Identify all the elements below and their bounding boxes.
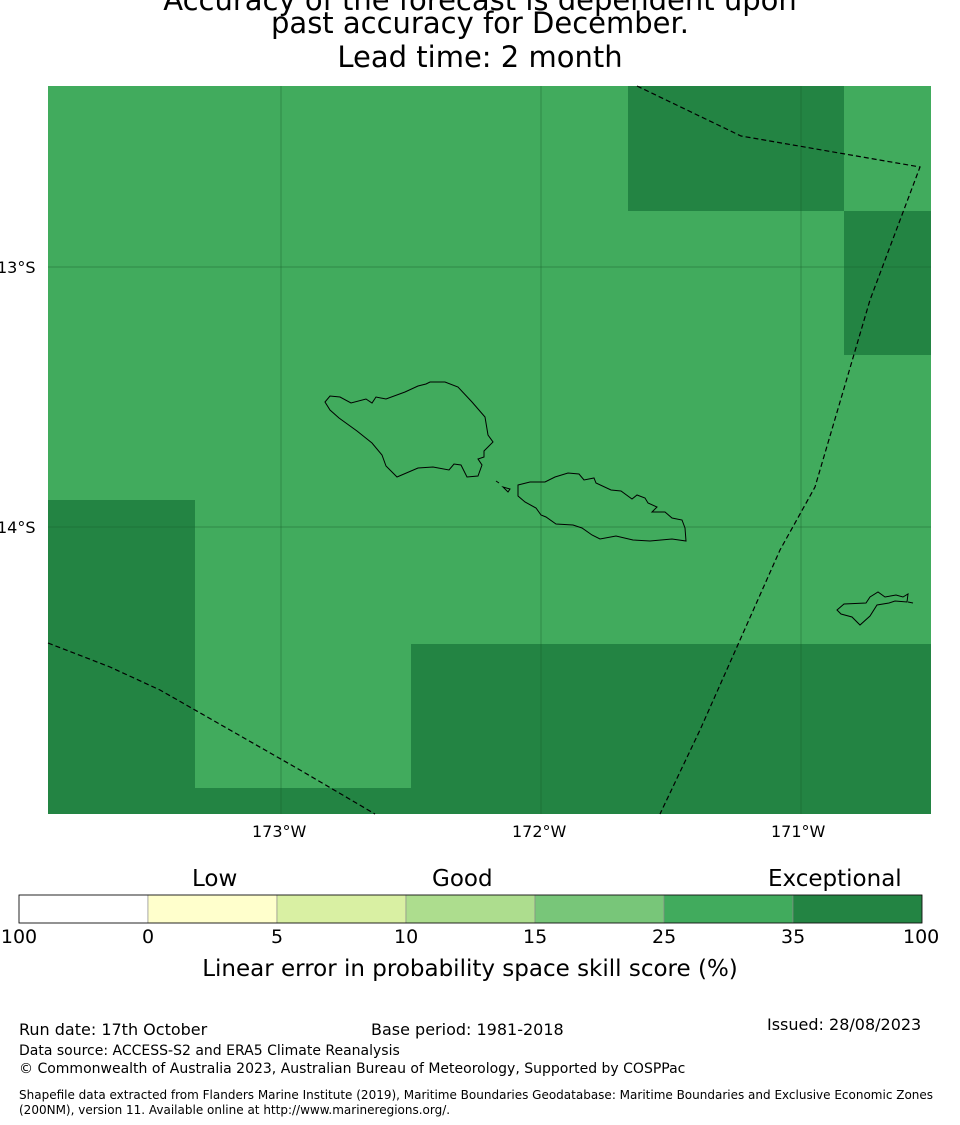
tick-5: 5 (271, 926, 284, 948)
run-date: Run date: 17th October (19, 1020, 208, 1039)
colorbar-segment-2 (276, 894, 407, 924)
category-exceptional: Exceptional (768, 866, 902, 892)
tick-minus-100: -100 (0, 926, 38, 948)
shapefile-credit-1: Shapefile data extracted from Flanders M… (19, 1088, 934, 1102)
lat-label-14s: 14°S (0, 518, 36, 537)
tick-100: 100 (903, 926, 940, 948)
islet-aunuu (907, 601, 914, 604)
colorbar-segment-6 (792, 894, 923, 924)
island-upolu (517, 472, 687, 542)
title-line-2: past accuracy for December. (271, 6, 689, 40)
islet-apolima (501, 485, 511, 493)
colorbar-label: Linear error in probability space skill … (202, 956, 738, 982)
tick-10: 10 (394, 926, 419, 948)
island-tutuila (836, 591, 909, 626)
lon-label-171w: 171°W (771, 822, 826, 841)
colorbar-segment-4 (534, 894, 665, 924)
islet-manono (495, 480, 500, 484)
tick-15: 15 (523, 926, 548, 948)
colorbar-segment-3 (405, 894, 536, 924)
copyright: © Commonwealth of Australia 2023, Austra… (19, 1061, 686, 1077)
colorbar-segment-5 (663, 894, 794, 924)
dark-cell-bottom-strip (195, 788, 411, 814)
colorbar-segment-0 (18, 894, 149, 924)
eez-boundary-southwest (47, 642, 376, 815)
data-source: Data source: ACCESS-S2 and ERA5 Climate … (19, 1043, 400, 1059)
eez-boundary-east (636, 85, 921, 815)
shapefile-credit-2: (200NM), version 11. Available online at… (19, 1103, 451, 1117)
dark-cell-bottom-right (411, 644, 931, 814)
tick-25: 25 (652, 926, 677, 948)
colorbar-segment-1 (147, 894, 278, 924)
base-period: Base period: 1981-2018 (371, 1020, 564, 1039)
lat-label-13s: 13°S (0, 258, 36, 277)
title-line-3: Lead time: 2 month (337, 40, 623, 74)
category-good: Good (432, 866, 493, 892)
colorbar (18, 894, 923, 924)
tick-35: 35 (781, 926, 806, 948)
dark-cell-right-edge (844, 211, 931, 355)
title-line-1: Accuracy of the forecast is dependent up… (163, 0, 797, 17)
issued-date: Issued: 28/08/2023 (767, 1015, 922, 1034)
tick-0: 0 (142, 926, 155, 948)
category-low: Low (192, 866, 238, 892)
dark-cell-left-edge (48, 500, 195, 814)
island-savaii (324, 381, 494, 478)
colorbar-frame (18, 894, 923, 924)
lon-label-173w: 173°W (252, 822, 307, 841)
lon-label-172w: 172°W (512, 822, 567, 841)
dark-cell-top-right (628, 86, 844, 211)
skill-map (18, 85, 931, 924)
